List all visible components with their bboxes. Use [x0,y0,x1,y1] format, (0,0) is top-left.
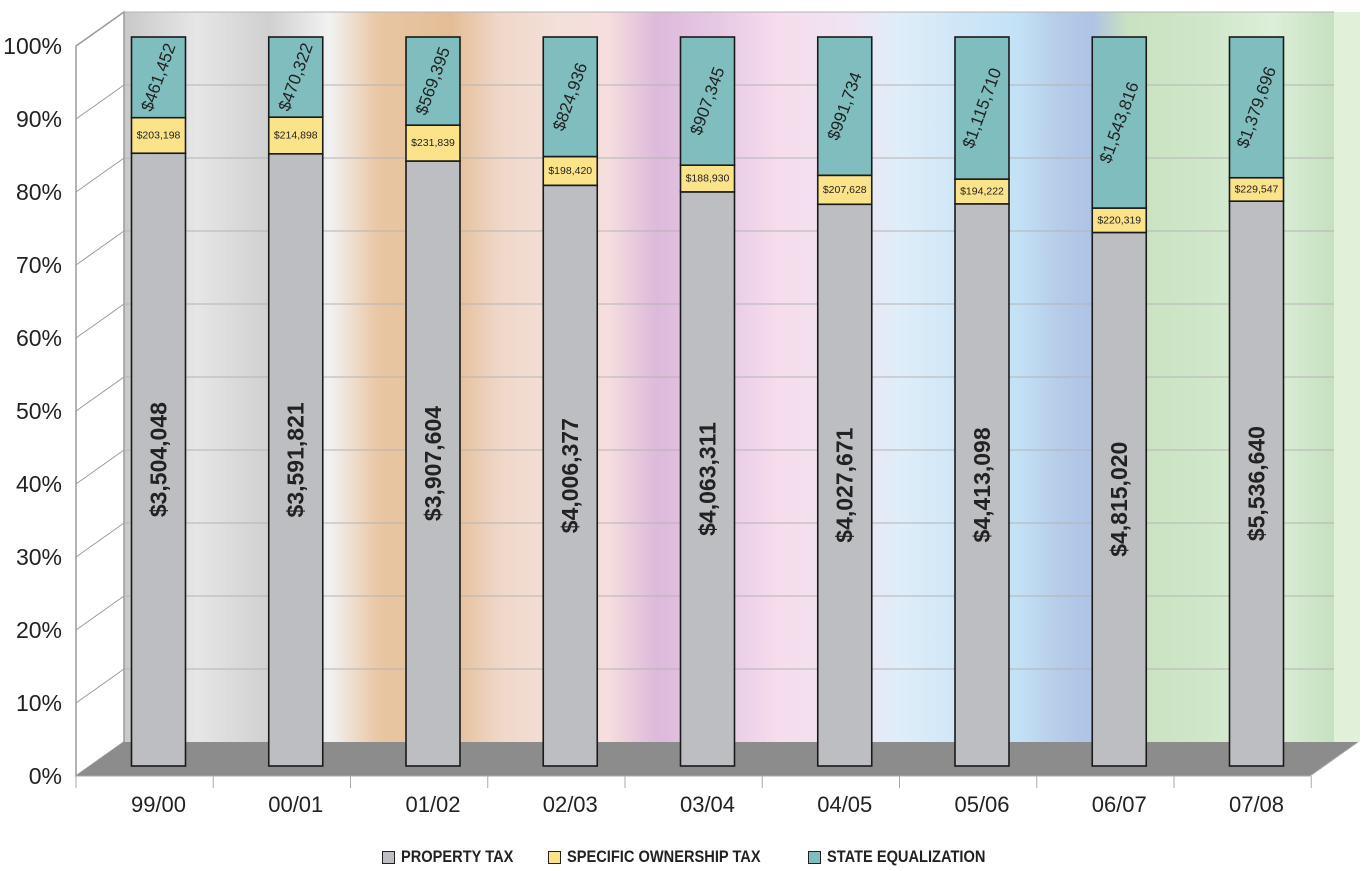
gridline-side [75,376,125,412]
bar-03-04: $4,063,311$188,930$907,345 [679,36,736,767]
bar-segment-specific-ownership-tax [130,116,187,155]
bar-segment-specific-ownership-tax [267,116,324,155]
gridline-side [75,230,125,266]
bar-segment-property-tax [542,184,599,767]
legend-swatch-state-equalization [807,850,821,864]
gridline-side [75,449,125,485]
legend-item-state-equalization: STATE EQUALIZATION [807,847,986,867]
legend-item-property-tax: PROPERTY TAX [382,847,513,867]
x-tick-label: 99/00 [131,792,186,817]
data-label-specific-ownership-tax: $188,930 [686,173,730,185]
data-label-property-tax: $4,063,311 [695,422,721,536]
data-label-specific-ownership-tax: $231,839 [411,137,455,149]
data-label-specific-ownership-tax: $203,198 [137,129,181,141]
bar-segment-property-tax [1091,231,1148,767]
bar-segment-specific-ownership-tax [542,155,599,187]
bar-segment-state-equalization [1091,36,1148,209]
gridline-side [75,303,125,339]
x-tick-label: 05/06 [954,792,1009,817]
data-label-specific-ownership-tax: $198,420 [548,165,592,177]
y-tick-label: 90% [16,106,62,132]
y-tick-label: 0% [29,763,62,789]
x-tick-label: 01/02 [405,792,460,817]
bar-segment-property-tax [1228,200,1285,767]
y-tick-label: 10% [16,690,62,716]
bar-segment-specific-ownership-tax [679,164,736,193]
bar-segment-property-tax [816,203,873,767]
data-label-property-tax: $4,815,020 [1106,442,1132,557]
x-axis-right-edge [1309,741,1359,777]
bar-segment-state-equalization [130,36,187,119]
data-label-property-tax: $3,504,048 [146,402,172,517]
bar-segment-state-equalization [542,36,599,158]
y-tick-label: 100% [3,33,62,59]
x-tick-label: 00/01 [268,792,323,817]
legend-label-property-tax: PROPERTY TAX [401,847,514,866]
bar-segment-property-tax [679,191,736,767]
legend-swatch-property-tax [382,850,396,864]
x-tick-label: 03/04 [680,792,735,817]
y-tick-label: 20% [16,617,62,643]
gridline-side [75,595,125,631]
gridline-side [75,84,125,120]
bar-segment-property-tax [405,160,461,767]
bar-06-07: $4,815,020$220,319$1,543,816 [1091,36,1148,767]
y-tick-label: 30% [16,544,62,570]
bar-02-03: $4,006,377$198,420$824,936 [542,36,599,767]
gridline-side [75,668,125,704]
data-label-property-tax: $4,413,098 [969,427,995,542]
bar-segment-specific-ownership-tax [405,124,461,162]
x-tick-label: 06/07 [1092,792,1147,817]
gridline-side [75,157,125,193]
data-label-property-tax: $4,027,671 [832,427,858,542]
bar-segment-state-equalization [1228,36,1285,179]
bar-segment-state-equalization [954,36,1010,180]
y-tick-label: 60% [16,325,62,351]
gridline-side [75,11,125,47]
bar-segment-property-tax [130,152,187,767]
bar-segment-state-equalization [405,36,461,126]
y-tick-label: 50% [16,398,62,424]
data-label-specific-ownership-tax: $207,628 [823,184,867,196]
bar-05-06: $4,413,098$194,222$1,115,710 [954,36,1010,767]
legend-swatch-specific-ownership-tax [547,850,561,864]
y-tick-label: 70% [16,252,62,278]
chart-legend: PROPERTY TAX SPECIFIC OWNERSHIP TAX STAT… [0,843,1365,871]
stacked-bar-chart: 0% 10% 20% 30% 40% 50% 60% 70% 80% 90% 100% $3,504… [3,10,1360,817]
bar-00-01: $3,591,821$214,898$470,322 [267,36,324,767]
bar-07-08: $5,536,640$229,547$1,379,696 [1228,36,1285,767]
bar-segment-state-equalization [267,36,324,118]
x-tick-label: 07/08 [1229,792,1284,817]
data-label-property-tax: $4,006,377 [557,418,583,533]
bar-99-00: $3,504,048$203,198$461,452 [130,36,187,767]
data-label-specific-ownership-tax: $229,547 [1235,183,1279,195]
data-label-property-tax: $3,591,821 [283,402,309,517]
bar-segment-state-equalization [679,36,736,166]
data-label-specific-ownership-tax: $214,898 [274,129,318,141]
data-label-property-tax: $3,907,604 [420,406,446,521]
bar-segment-property-tax [267,152,324,767]
x-tick-label: 02/03 [543,792,598,817]
data-label-specific-ownership-tax: $220,319 [1097,214,1141,226]
y-tick-label: 80% [16,179,62,205]
data-label-specific-ownership-tax: $194,222 [960,185,1004,197]
chart-side-strip [1334,12,1360,742]
x-tick-label: 04/05 [817,792,872,817]
y-tick-label: 40% [16,471,62,497]
bar-04-05: $4,027,671$207,628$991,734 [816,36,873,767]
bar-segment-specific-ownership-tax [816,174,873,206]
legend-label-state-equalization: STATE EQUALIZATION [826,847,986,866]
bar-segment-state-equalization [816,36,873,177]
bar-01-02: $3,907,604$231,839$569,395 [405,36,461,767]
data-label-property-tax: $5,536,640 [1244,426,1270,541]
legend-label-specific-ownership-tax: SPECIFIC OWNERSHIP TAX [566,847,761,866]
gridline-side [75,522,125,558]
legend-item-specific-ownership-tax: SPECIFIC OWNERSHIP TAX [547,847,764,867]
